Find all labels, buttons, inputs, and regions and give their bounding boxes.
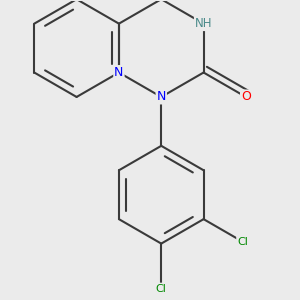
Text: N: N: [157, 91, 166, 103]
Text: O: O: [241, 91, 251, 103]
Text: Cl: Cl: [237, 237, 248, 247]
Text: N: N: [114, 66, 124, 79]
Text: Cl: Cl: [156, 284, 167, 294]
Text: NH: NH: [195, 17, 212, 30]
